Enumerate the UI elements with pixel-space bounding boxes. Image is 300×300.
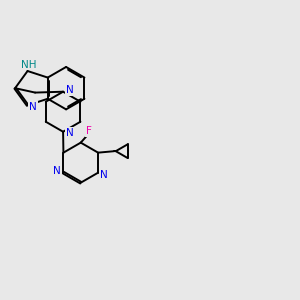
- Text: N: N: [100, 170, 107, 180]
- Text: N: N: [66, 128, 74, 138]
- Text: N: N: [53, 166, 61, 176]
- Text: N: N: [66, 85, 74, 95]
- Text: N: N: [29, 102, 37, 112]
- Text: NH: NH: [21, 59, 37, 70]
- Text: F: F: [86, 126, 92, 136]
